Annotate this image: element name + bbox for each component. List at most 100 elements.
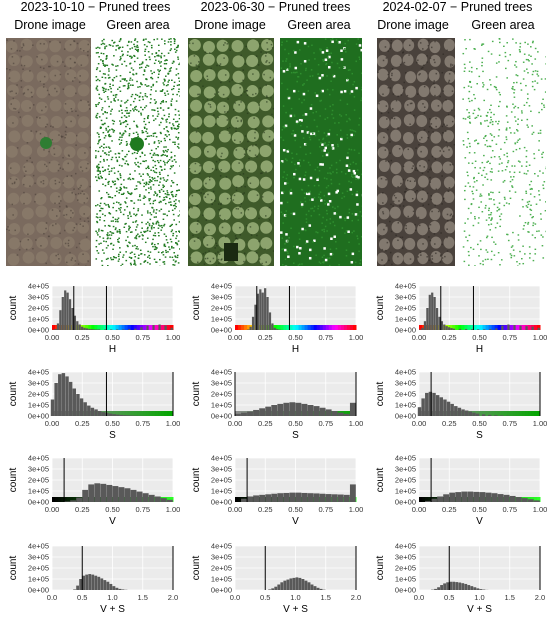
histogram-bar bbox=[94, 483, 101, 502]
green-pixel bbox=[314, 168, 317, 171]
histogram-bar bbox=[467, 491, 474, 502]
green-pixel bbox=[323, 254, 325, 257]
texture-speck bbox=[387, 50, 390, 52]
histogram-bar bbox=[136, 491, 143, 502]
y-tick-label: 1e+05 bbox=[211, 487, 232, 496]
tree-crown bbox=[431, 161, 443, 174]
texture-speck bbox=[79, 192, 82, 195]
green-pixel bbox=[472, 248, 475, 250]
green-pixel bbox=[164, 213, 166, 215]
green-pixel bbox=[163, 151, 165, 153]
green-pixel bbox=[301, 101, 303, 104]
green-pixel bbox=[104, 214, 106, 217]
tree-crown bbox=[189, 146, 202, 159]
green-pixel bbox=[126, 123, 129, 126]
texture-speck bbox=[405, 224, 407, 227]
texture-speck bbox=[429, 239, 432, 242]
colorbar-segment bbox=[283, 325, 287, 330]
green-pixel bbox=[171, 247, 173, 249]
texture-speck bbox=[429, 223, 432, 226]
texture-speck bbox=[385, 57, 388, 59]
histogram-bar bbox=[417, 407, 422, 416]
x-tick-label: 0.50 bbox=[472, 333, 487, 342]
histogram-bar bbox=[445, 326, 448, 330]
green-pixel bbox=[163, 263, 166, 265]
green-pixel bbox=[147, 183, 150, 186]
green-pixel bbox=[511, 165, 513, 167]
tree-crown bbox=[430, 116, 442, 129]
histogram-bar bbox=[122, 329, 125, 330]
texture-speck bbox=[65, 134, 67, 136]
histogram-bar bbox=[108, 413, 113, 416]
histogram-bar bbox=[473, 587, 477, 590]
green-pixel bbox=[312, 241, 314, 243]
green-pixel bbox=[141, 132, 144, 134]
green-pixel bbox=[140, 114, 143, 116]
y-tick-label: 1e+05 bbox=[28, 575, 49, 584]
green-pixel bbox=[120, 116, 123, 119]
green-pixel bbox=[534, 236, 536, 239]
green-pixel bbox=[96, 117, 98, 119]
histogram-bar bbox=[79, 398, 84, 416]
tree-crown bbox=[36, 86, 49, 99]
colorbar-segment bbox=[536, 325, 541, 330]
green-pixel bbox=[129, 77, 132, 79]
green-pixel bbox=[109, 231, 112, 233]
texture-speck bbox=[260, 172, 262, 175]
green-pixel bbox=[490, 191, 492, 193]
green-pixel bbox=[473, 176, 475, 179]
green-pixel bbox=[160, 169, 163, 171]
green-pixel bbox=[147, 212, 149, 214]
x-tick-label: 2.0 bbox=[351, 593, 361, 602]
green-pixel bbox=[99, 70, 101, 72]
green-pixel bbox=[164, 94, 167, 96]
green-pixel bbox=[130, 57, 133, 59]
texture-speck bbox=[59, 210, 61, 212]
green-pixel bbox=[487, 258, 489, 260]
x-tick-label: 2.0 bbox=[168, 593, 178, 602]
green-pixel bbox=[154, 191, 156, 193]
green-pixel bbox=[177, 240, 180, 242]
green-pixel bbox=[462, 140, 465, 142]
green-pixel bbox=[104, 184, 107, 187]
colorbar-segment bbox=[247, 325, 251, 330]
tree-crown bbox=[190, 69, 203, 83]
texture-speck bbox=[49, 40, 51, 43]
green-pixel bbox=[318, 261, 321, 263]
green-pixel bbox=[283, 126, 286, 129]
green-pixel bbox=[116, 219, 119, 221]
histogram-bar bbox=[283, 492, 290, 502]
green-pixel bbox=[463, 70, 466, 73]
texture-speck bbox=[42, 180, 45, 182]
green-pixel bbox=[119, 132, 122, 135]
green-pixel bbox=[153, 177, 156, 179]
green-pixel bbox=[300, 188, 303, 191]
green-pixel bbox=[468, 90, 471, 93]
green-pixel bbox=[515, 81, 518, 84]
green-pixel bbox=[125, 140, 128, 143]
green-pixel bbox=[131, 93, 134, 96]
green-pixel bbox=[488, 217, 490, 219]
texture-speck bbox=[270, 96, 272, 99]
colorbar-segment bbox=[139, 411, 144, 416]
colorbar-segment bbox=[262, 325, 266, 330]
texture-speck bbox=[22, 44, 25, 47]
texture-speck bbox=[421, 198, 423, 200]
green-pixel bbox=[510, 246, 513, 248]
green-pixel bbox=[491, 123, 494, 126]
green-pixel bbox=[484, 120, 486, 122]
green-pixel bbox=[513, 132, 516, 134]
green-pixel bbox=[353, 109, 356, 111]
texture-speck bbox=[451, 90, 454, 92]
green-pixel bbox=[462, 52, 465, 55]
colorbar-segment bbox=[467, 325, 471, 330]
green-pixel bbox=[163, 78, 166, 81]
green-pixel bbox=[137, 233, 139, 235]
green-pixel bbox=[118, 192, 120, 194]
non-green-pixel bbox=[324, 146, 327, 150]
green-pixel bbox=[312, 112, 314, 114]
histogram-bar bbox=[307, 493, 314, 502]
green-pixel bbox=[332, 253, 334, 256]
green-pixel bbox=[165, 180, 168, 182]
texture-speck bbox=[82, 225, 84, 227]
